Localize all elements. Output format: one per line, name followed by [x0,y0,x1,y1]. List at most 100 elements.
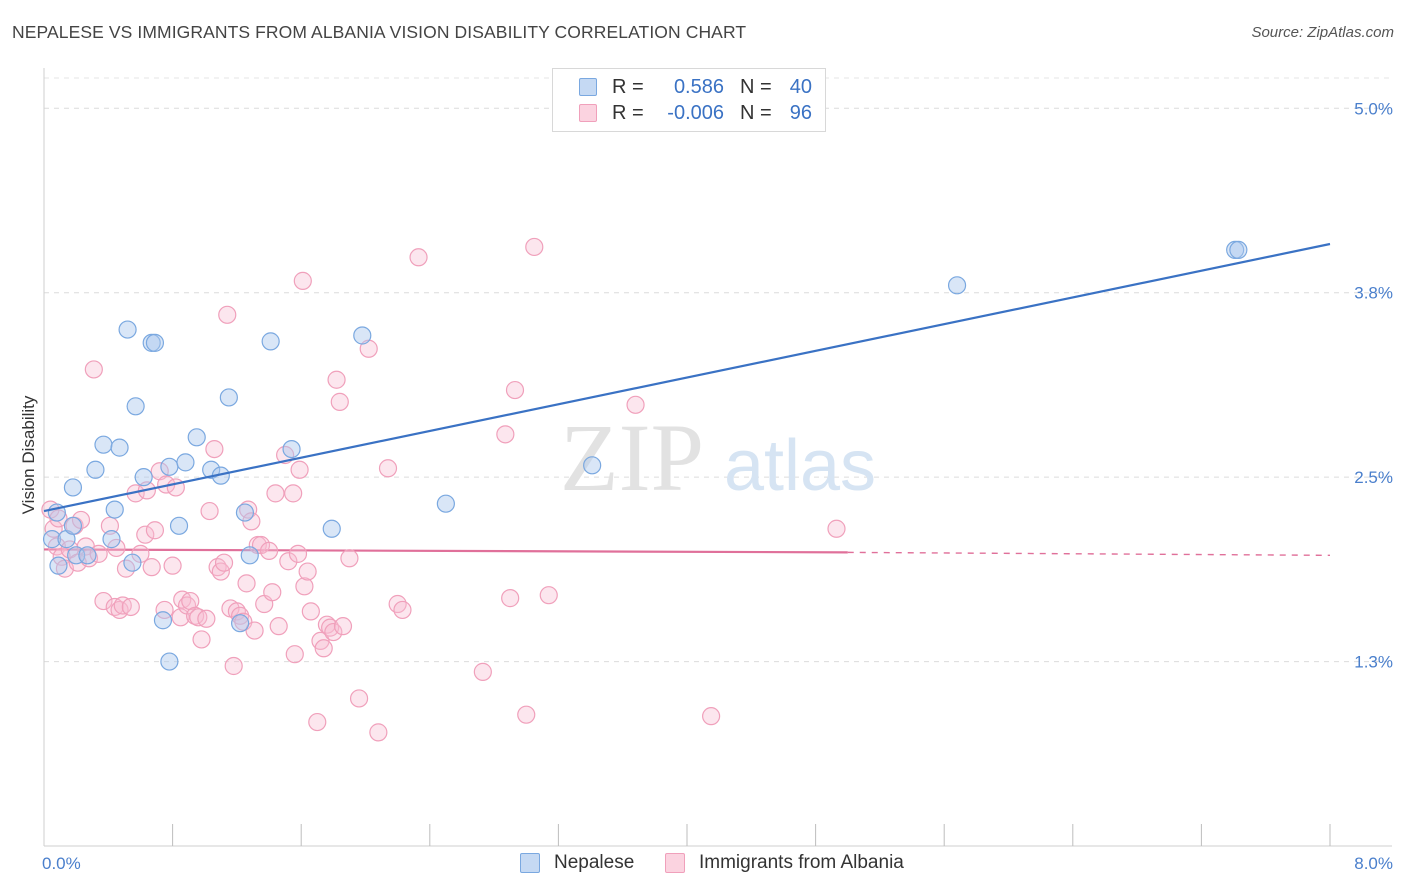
point-nepalese-30 [240,546,259,565]
point-albania-17 [107,538,126,558]
point-nepalese-10 [102,530,121,549]
point-nepalese-20 [160,457,179,476]
point-nepalese-25 [202,460,221,479]
y-tick-label-2: 3.8% [1354,284,1393,303]
point-albania-21 [121,597,140,617]
point-albania-41 [200,501,219,521]
chart-title: NEPALESE VS IMMIGRANTS FROM ALBANIA VISI… [12,22,747,42]
point-nepalese-24 [187,428,206,447]
legend-r-label: R = [612,75,644,98]
point-albania-40 [197,609,216,628]
point-nepalese-2 [49,556,68,575]
point-albania-53 [239,500,258,519]
y-tick-label-1: 2.5% [1354,468,1393,487]
point-albania-42 [205,439,224,459]
point-albania-12 [84,360,103,379]
x-tick-label-max: 8.0% [1354,854,1393,873]
y-tick-label-0: 1.3% [1354,653,1393,672]
point-nepalese-34 [353,326,372,345]
point-nepalese-37 [947,276,967,295]
point-albania-71 [298,562,317,581]
point-albania-89 [409,248,428,267]
trendline-nepalese [43,242,1331,513]
stats-legend: R = 0.586 N = 40 R = -0.006 N = 96 [552,68,826,132]
point-nepalese-28 [231,614,250,633]
point-nepalese-36 [583,456,602,475]
grid-layer [44,77,1392,663]
point-albania-76 [317,615,337,634]
point-albania-64 [279,552,298,571]
legend-swatch-albania [579,104,597,122]
legend-r-label: R = [612,101,644,124]
point-albania-91 [496,425,515,444]
point-albania-83 [349,689,369,708]
point-nepalese-5 [63,516,83,535]
legend-r-value: -0.006 [667,101,724,124]
legend-swatch-nepalese [579,78,597,96]
trendline-albania-solid [43,548,848,554]
bottom-legend-albania[interactable]: Immigrants from Albania [665,852,904,874]
point-nepalese-22 [169,516,189,535]
point-nepalese-11 [105,500,124,519]
y-tick-label-3: 5.0% [1354,99,1393,118]
point-nepalese-18 [145,333,165,352]
point-nepalese-14 [123,553,142,572]
legend-n-value: 96 [789,101,812,124]
watermark-atlas: atlas [724,426,876,506]
point-albania-68 [290,460,309,479]
y-axis-label: Vision Disability [19,395,38,514]
tick-labels: 1.3% 2.5% 3.8% 5.0% 0.0% 8.0% Vision Disabilit… [19,99,1393,873]
point-albania-95 [525,237,544,257]
point-albania-65 [284,484,303,503]
point-albania-27 [145,521,165,540]
watermark-zip: ZIP [560,404,704,511]
point-albania-67 [288,544,308,563]
point-albania-59 [259,541,279,561]
point-albania-69 [293,271,312,290]
point-albania-48 [224,656,243,676]
legend-n-label: N = [740,75,772,98]
point-nepalese-8 [86,460,105,479]
point-albania-55 [245,621,264,640]
point-albania-97 [626,395,645,414]
point-albania-82 [340,549,359,568]
point-albania-73 [308,712,327,732]
legend-n-label: N = [740,101,772,124]
point-nepalese-0 [42,530,62,549]
watermark: ZIP atlas [560,404,876,511]
point-nepalese-35 [436,494,455,513]
bottom-legend: Nepalese Immigrants from Albania [0,852,1406,878]
point-albania-66 [285,645,304,664]
bottom-legend-swatch-nepalese [520,853,540,873]
point-albania-92 [501,589,520,608]
point-albania-52 [237,574,256,593]
points-nepalese [42,240,1248,671]
bottom-legend-nepalese[interactable]: Nepalese [520,852,634,874]
point-nepalese-16 [134,468,153,487]
point-albania-61 [266,484,285,503]
x-tick-label-min: 0.0% [42,854,81,873]
point-albania-62 [269,617,288,636]
point-albania-85 [369,723,388,742]
point-nepalese-27 [219,388,238,407]
point-albania-26 [142,558,161,577]
point-nepalese-21 [160,652,179,671]
points-albania [41,237,846,742]
point-nepalese-12 [110,438,129,457]
point-nepalese-15 [126,397,145,416]
legend-row-nepalese: R = 0.586 N = 40 [579,74,812,100]
point-albania-70 [295,577,314,596]
legend-r-value: 0.586 [673,75,724,98]
point-albania-81 [333,617,353,636]
bottom-legend-swatch-albania [665,853,685,873]
point-albania-96 [539,586,558,605]
point-albania-79 [327,370,346,389]
point-albania-33 [171,608,190,627]
point-nepalese-33 [322,519,341,538]
bottom-legend-label-albania: Immigrants from Albania [699,852,904,873]
trendline-albania-dashed [847,551,1331,557]
point-albania-15 [100,516,120,535]
point-albania-93 [505,380,525,400]
point-albania-8 [68,553,87,572]
